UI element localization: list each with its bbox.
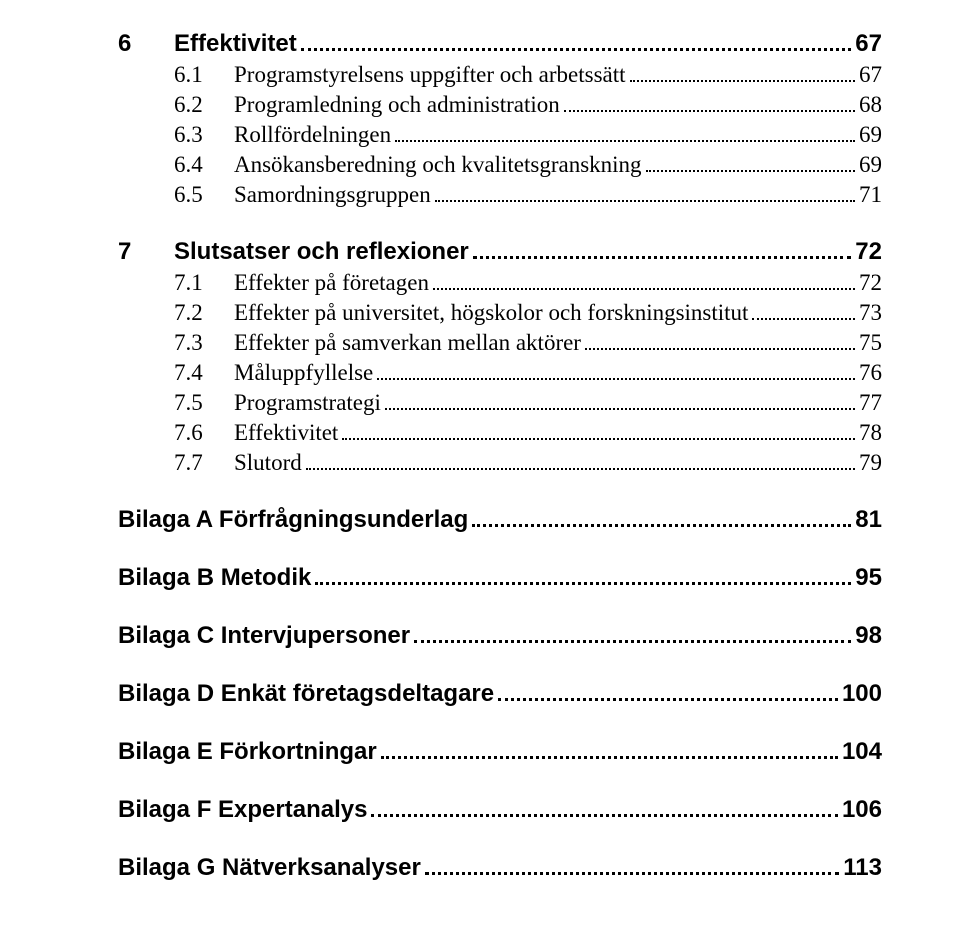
toc-section: Bilaga B Metodik 95 [118, 564, 882, 592]
toc-item-label: Programledning och administration [234, 92, 560, 118]
toc-section: Bilaga E Förkortningar 104 [118, 738, 882, 766]
toc-section-page: 100 [842, 680, 882, 708]
toc-item-number: 7.4 [174, 360, 234, 386]
table-of-contents: 6Effektivitet676.1Programstyrelsens uppg… [118, 30, 882, 882]
toc-item-page: 75 [859, 330, 882, 356]
toc-item-page: 71 [859, 182, 882, 208]
toc-leader-dots [342, 437, 855, 440]
toc-leader-dots [435, 199, 855, 202]
toc-item-number: 6.4 [174, 152, 234, 178]
toc-section-number: 7 [118, 238, 174, 266]
toc-item-label: Måluppfyllelse [234, 360, 373, 386]
toc-leader-dots [414, 639, 851, 643]
toc-section-page: 104 [842, 738, 882, 766]
toc-item: 7.7Slutord 79 [174, 450, 882, 476]
toc-section-label: Bilaga D Enkät företagsdeltagare [118, 680, 494, 708]
toc-item-label: Effekter på företagen [234, 270, 429, 296]
toc-leader-dots [381, 755, 838, 759]
toc-item: 6.3Rollfördelningen 69 [174, 122, 882, 148]
toc-item-label: Programstyrelsens uppgifter och arbetssä… [234, 62, 626, 88]
toc-item: 6.4Ansökansberedning och kvalitetsgransk… [174, 152, 882, 178]
toc-item-label: Ansökansberedning och kvalitetsgransknin… [234, 152, 642, 178]
toc-item-page: 68 [859, 92, 882, 118]
toc-item-number: 7.6 [174, 420, 234, 446]
toc-item-page: 72 [859, 270, 882, 296]
toc-item-label: Effektivitet [234, 420, 338, 446]
toc-leader-dots [301, 47, 852, 51]
toc-leader-dots [473, 255, 852, 259]
toc-section-page: 113 [843, 854, 882, 882]
toc-item-label: Programstrategi [234, 390, 381, 416]
toc-item: 7.3Effekter på samverkan mellan aktörer 7… [174, 330, 882, 356]
toc-leader-dots [315, 581, 851, 585]
toc-section-page: 98 [855, 622, 882, 650]
toc-item-number: 6.5 [174, 182, 234, 208]
toc-item-label: Samordningsgruppen [234, 182, 431, 208]
toc-item-number: 7.3 [174, 330, 234, 356]
toc-item-number: 7.5 [174, 390, 234, 416]
toc-item-page: 69 [859, 152, 882, 178]
toc-section-page: 106 [842, 796, 882, 824]
toc-item-page: 79 [859, 450, 882, 476]
toc-section: 7Slutsatser och reflexioner 72 [118, 238, 882, 266]
toc-leader-dots [585, 347, 855, 350]
toc-leader-dots [306, 467, 855, 470]
toc-leader-dots [385, 407, 855, 410]
toc-item: 7.2Effekter på universitet, högskolor oc… [174, 300, 882, 326]
toc-item-number: 7.1 [174, 270, 234, 296]
toc-item-page: 76 [859, 360, 882, 386]
toc-item-number: 7.7 [174, 450, 234, 476]
toc-section: Bilaga A Förfrågningsunderlag 81 [118, 506, 882, 534]
toc-item-page: 73 [859, 300, 882, 326]
toc-leader-dots [630, 79, 855, 82]
toc-item-label: Rollfördelningen [234, 122, 391, 148]
toc-item-label: Effekter på universitet, högskolor och f… [234, 300, 748, 326]
toc-item: 7.4Måluppfyllelse 76 [174, 360, 882, 386]
toc-section-label: Bilaga C Intervjupersoner [118, 622, 410, 650]
toc-section: Bilaga G Nätverksanalyser 113 [118, 854, 882, 882]
toc-leader-dots [646, 169, 855, 172]
toc-section-label: Bilaga G Nätverksanalyser [118, 854, 421, 882]
toc-item: 6.5Samordningsgruppen 71 [174, 182, 882, 208]
toc-section: Bilaga F Expertanalys 106 [118, 796, 882, 824]
toc-section-page: 67 [855, 30, 882, 58]
toc-item-label: Slutord [234, 450, 302, 476]
toc-section-page: 95 [855, 564, 882, 592]
toc-section-label: Effektivitet [174, 30, 297, 58]
toc-item: 7.1Effekter på företagen 72 [174, 270, 882, 296]
toc-section-label: Bilaga B Metodik [118, 564, 311, 592]
toc-section-label: Slutsatser och reflexioner [174, 238, 469, 266]
toc-section: 6Effektivitet 67 [118, 30, 882, 58]
toc-item-number: 6.3 [174, 122, 234, 148]
toc-item-number: 6.1 [174, 62, 234, 88]
toc-item-page: 77 [859, 390, 882, 416]
toc-leader-dots [564, 109, 855, 112]
toc-leader-dots [425, 871, 839, 875]
toc-item: 6.2Programledning och administration 68 [174, 92, 882, 118]
toc-item: 7.5Programstrategi 77 [174, 390, 882, 416]
toc-section-label: Bilaga E Förkortningar [118, 738, 377, 766]
toc-leader-dots [433, 287, 855, 290]
toc-item-page: 67 [859, 62, 882, 88]
toc-section-page: 81 [855, 506, 882, 534]
toc-section: Bilaga C Intervjupersoner 98 [118, 622, 882, 650]
toc-section-page: 72 [855, 238, 882, 266]
toc-item-number: 7.2 [174, 300, 234, 326]
toc-leader-dots [377, 377, 855, 380]
toc-item-number: 6.2 [174, 92, 234, 118]
toc-item-page: 69 [859, 122, 882, 148]
toc-section-label: Bilaga F Expertanalys [118, 796, 367, 824]
toc-leader-dots [498, 697, 838, 701]
toc-item: 6.1Programstyrelsens uppgifter och arbet… [174, 62, 882, 88]
toc-item: 7.6Effektivitet 78 [174, 420, 882, 446]
toc-section-number: 6 [118, 30, 174, 58]
toc-leader-dots [472, 523, 851, 527]
toc-leader-dots [752, 317, 855, 320]
toc-section-label: Bilaga A Förfrågningsunderlag [118, 506, 468, 534]
toc-leader-dots [395, 139, 855, 142]
toc-item-page: 78 [859, 420, 882, 446]
toc-section: Bilaga D Enkät företagsdeltagare 100 [118, 680, 882, 708]
toc-item-label: Effekter på samverkan mellan aktörer [234, 330, 581, 356]
toc-leader-dots [371, 813, 838, 817]
